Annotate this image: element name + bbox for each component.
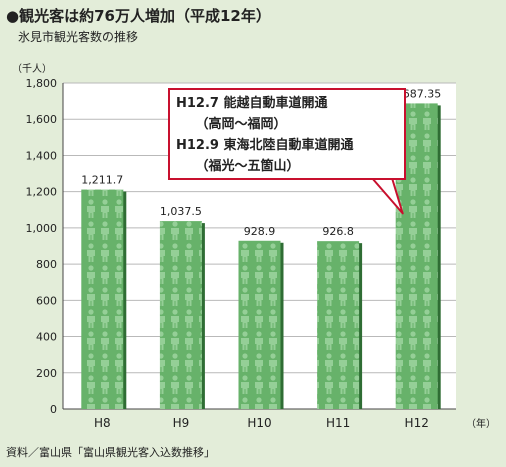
y-tick-label: 1,600	[26, 113, 58, 126]
x-tick-label: H8	[94, 416, 111, 430]
x-tick-label: H11	[326, 416, 350, 430]
y-tick-label: 400	[36, 331, 57, 344]
data-label: 926.8	[322, 225, 354, 238]
y-tick-label: 1,000	[26, 222, 58, 235]
y-axis-label: （千人）	[12, 63, 52, 75]
data-label: 928.9	[244, 225, 276, 238]
bar-H10	[238, 240, 281, 409]
data-label: 1,211.7	[81, 174, 123, 187]
x-tick-label: H10	[247, 416, 271, 430]
chart-title: ●観光客は約76万人増加（平成12年）	[6, 7, 271, 25]
chart-subtitle: 氷見市観光客数の推移	[18, 30, 139, 44]
bar-H8	[81, 189, 124, 409]
bar-H11	[317, 241, 360, 409]
data-label: 1,037.5	[160, 205, 202, 218]
x-tick-label: H12	[405, 416, 429, 430]
callout-line-4: （福光～五箇山）	[176, 159, 300, 174]
y-tick-label: 200	[36, 367, 57, 380]
callout-line-3: H12.9 東海北陸自動車道開通	[176, 138, 354, 153]
source-note: 資料／富山県「富山県観光客入込数推移」	[6, 446, 215, 459]
y-tick-label: 1,200	[26, 186, 58, 199]
bar-H9	[159, 221, 202, 409]
callout-line-2: （高岡～福岡）	[176, 117, 287, 132]
annotation-callout: H12.7 能越自動車道開通 （高岡～福岡） H12.9 東海北陸自動車道開通 …	[168, 88, 406, 180]
y-tick-label: 1,400	[26, 149, 58, 162]
bar-chart: 0 200 400 600 800 1,000 1,200 1,400 1,600 1,800 （千…	[12, 63, 496, 430]
x-axis-label: （年）	[466, 417, 496, 430]
y-tick-label: 0	[50, 403, 57, 416]
x-tick-label: H9	[173, 416, 190, 430]
y-tick-label: 800	[36, 258, 57, 271]
callout-line-1: H12.7 能越自動車道開通	[176, 96, 328, 111]
y-tick-label: 1,800	[26, 77, 58, 90]
y-tick-label: 600	[36, 294, 57, 307]
